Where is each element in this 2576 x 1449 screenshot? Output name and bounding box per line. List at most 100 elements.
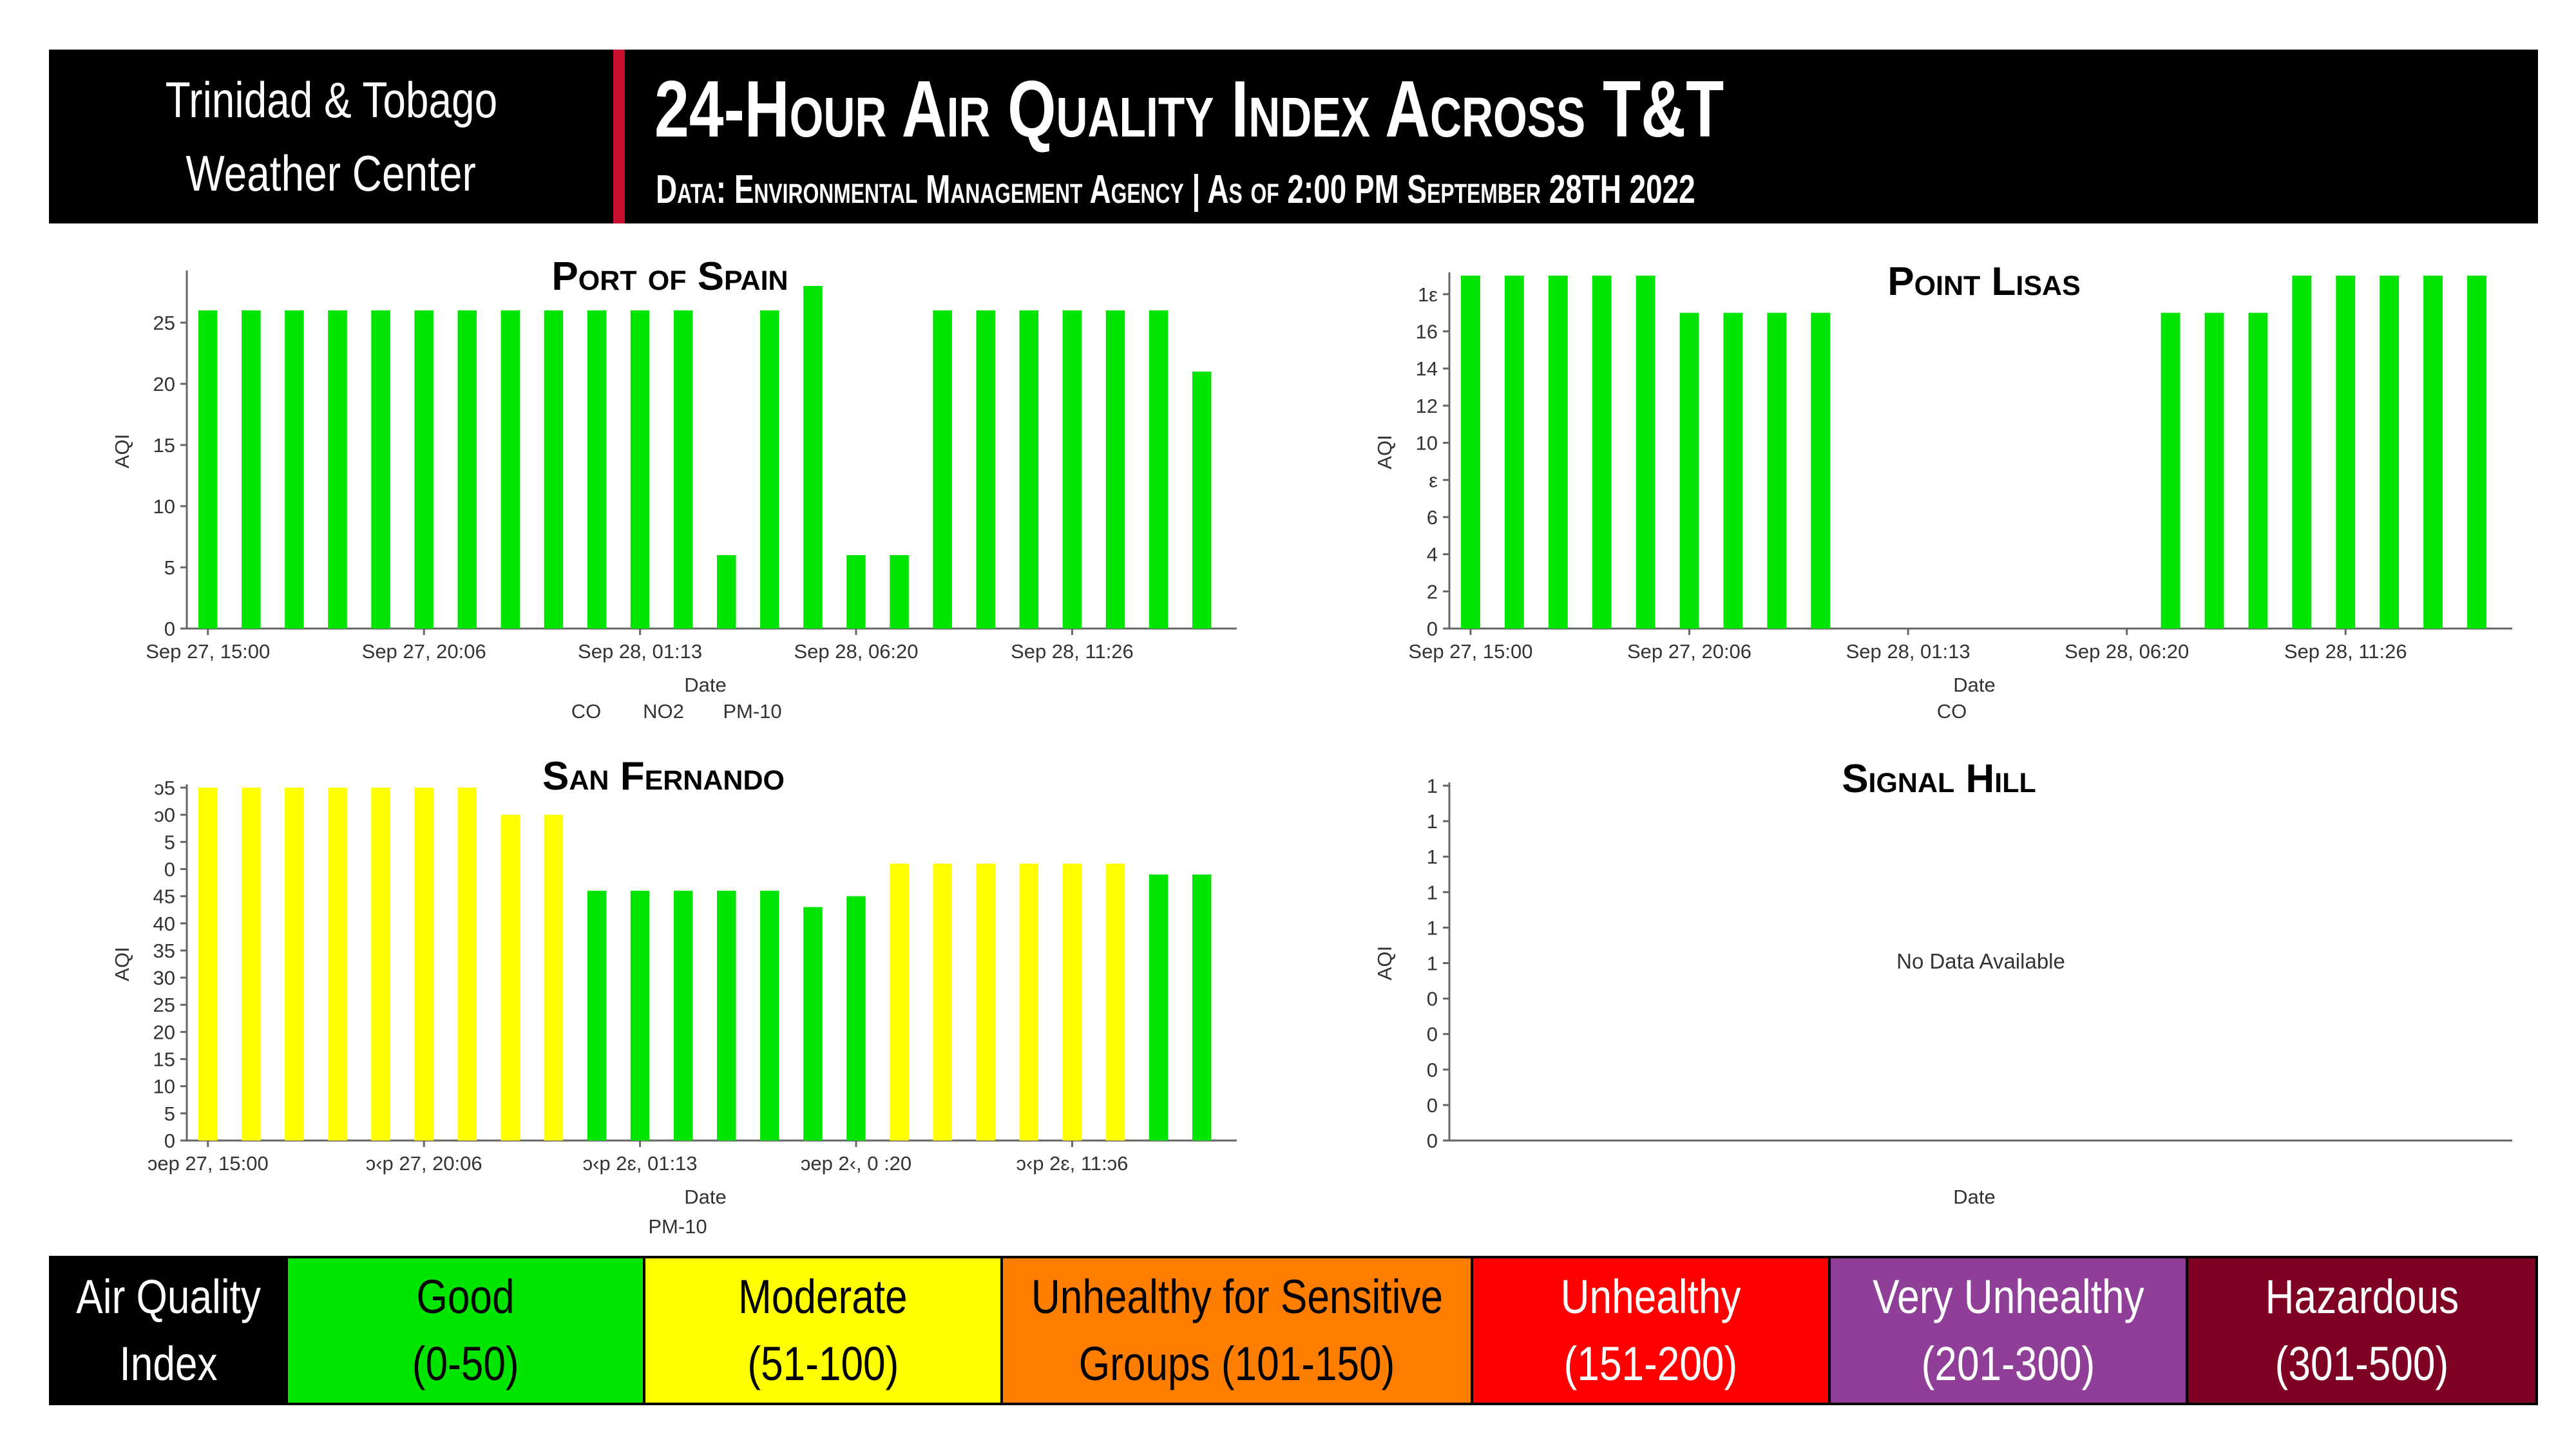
bar	[1019, 310, 1039, 629]
x-tick-label: Sep 28, 01:13	[578, 640, 702, 663]
chart-san-fernando: San Fernando 0 5 10 15 20 25 30 35 40 45 0 5 ɔ0 ɔ5 AQI D…	[0, 753, 1288, 1249]
bar	[371, 310, 390, 629]
header-banner: Trinidad & Tobago Weather Center 24-Hour…	[49, 50, 2538, 223]
bar	[630, 310, 650, 629]
legend-entry-pm-10: PM-10	[648, 1215, 707, 1238]
bar	[846, 555, 866, 629]
y-tick-label: 0	[164, 618, 175, 640]
bar	[1504, 276, 1524, 629]
aqi-category-range: (301-500)	[2275, 1337, 2449, 1390]
x-tick-label: Sep 28, 06:20	[2065, 640, 2189, 663]
y-tick-label: 20	[153, 1021, 175, 1043]
y-tick-label: ε	[1429, 469, 1438, 491]
y-tick-label: 25	[153, 312, 175, 334]
x-tick-label: Sep 28, 11:26	[1011, 640, 1134, 663]
bar	[1548, 276, 1568, 629]
x-axis-label: Date	[1953, 1186, 1995, 1208]
bar	[1149, 874, 1169, 1141]
aqi-category-hazardous: Hazardous (301-500)	[2188, 1258, 2535, 1403]
y-tick-label: 20	[153, 373, 175, 395]
bar	[760, 310, 779, 629]
y-tick-label: 1	[1427, 775, 1438, 797]
y-axis-label: AQI	[111, 947, 133, 981]
bar	[717, 891, 736, 1141]
bar	[587, 310, 607, 629]
bar	[803, 907, 823, 1141]
y-tick-label: 1	[1427, 916, 1438, 939]
bar	[285, 310, 304, 629]
bar	[1105, 864, 1125, 1141]
x-tick-label: ɔ‹p 27, 20:06	[366, 1152, 482, 1175]
chart-svg: Point Lisas 0 2 4 6 ε 10 12 14 16 1ε AQI Date Sep 27,…	[1373, 260, 2512, 723]
bar	[2336, 276, 2356, 629]
y-tick-label: 0	[1427, 1059, 1438, 1081]
y-tick-label: 10	[153, 495, 175, 518]
bar	[501, 815, 520, 1141]
y-axis-label: AQI	[1373, 946, 1396, 980]
bar	[544, 815, 564, 1141]
bar	[1062, 864, 1082, 1141]
bar	[846, 896, 866, 1141]
legend-entry-no2: NO2	[643, 700, 684, 723]
aqi-category-unhealthy: Unhealthy (151-200)	[1473, 1258, 1831, 1403]
aqi-category-range: (201-300)	[1921, 1337, 2095, 1390]
y-axis-label: AQI	[1373, 435, 1396, 469]
bar	[328, 310, 347, 629]
aqi-legend: Air Quality Index Good (0-50) Moderate (…	[49, 1256, 2538, 1405]
y-tick-label: 5	[164, 556, 175, 579]
y-tick-label: 10	[153, 1075, 175, 1098]
aqi-category-range: Groups (101-150)	[1078, 1337, 1395, 1390]
bar	[673, 891, 693, 1141]
y-tick-label: 1	[1427, 952, 1438, 975]
y-tick-label: 6	[1427, 506, 1438, 529]
chart-point-lisas: Point Lisas 0 2 4 6 ε 10 12 14 16 1ε AQI Date Sep 27,…	[1288, 245, 2576, 741]
x-axis-label: Date	[684, 1186, 726, 1208]
chart-title: Port of Spain	[551, 254, 788, 299]
y-tick-label: 0	[164, 1130, 175, 1152]
chart-svg: Port of Spain 0 5 10 15 20 25 AQI Date Sep 27, 15…	[111, 254, 1237, 723]
y-tick-label: 2	[1427, 580, 1438, 603]
bar	[457, 788, 477, 1141]
aqi-legend-label-line1: Air Quality	[76, 1270, 261, 1323]
bar	[1723, 312, 1743, 629]
bar	[242, 310, 261, 629]
aqi-category-name: Unhealthy	[1560, 1270, 1741, 1323]
bar	[587, 891, 607, 1141]
bar	[1636, 276, 1655, 629]
y-tick-label: 15	[153, 1048, 175, 1071]
bar	[242, 788, 261, 1141]
y-tick-label: 12	[1416, 395, 1438, 417]
y-tick-label: 4	[1427, 544, 1438, 566]
aqi-category-name: Moderate	[738, 1270, 908, 1323]
chart-svg: Signal Hill 0 0 0 0 0 1 1 1 1 1 1 AQI Date No Data Ava…	[1373, 757, 2512, 1208]
no-data-message: No Data Available	[1896, 949, 2065, 973]
y-tick-label: 15	[153, 434, 175, 457]
y-axis-label: AQI	[111, 434, 133, 468]
x-tick-label: ɔep 2‹, 0 :20	[801, 1152, 911, 1175]
org-name: Trinidad & Tobago Weather Center	[49, 50, 613, 223]
bar	[2423, 276, 2443, 629]
x-tick-label: Sep 28, 06:20	[794, 640, 918, 663]
bar	[717, 555, 736, 629]
bar	[1811, 312, 1831, 629]
y-tick-label: 40	[153, 913, 175, 935]
y-tick-label: 0	[1427, 618, 1438, 640]
bar	[414, 310, 434, 629]
chart-title: San Fernando	[542, 754, 785, 799]
y-tick-label: 45	[153, 886, 175, 908]
bar	[2204, 312, 2224, 629]
y-tick-label: 25	[153, 994, 175, 1016]
chart-signal-hill: Signal Hill 0 0 0 0 0 1 1 1 1 1 1 AQI Date No Data Ava…	[1288, 753, 2576, 1249]
x-tick-label: Sep 27, 15:00	[146, 640, 270, 663]
bar	[803, 286, 823, 629]
y-tick-label: 0	[164, 858, 175, 880]
header-divider	[613, 50, 625, 223]
y-tick-label: 0	[1427, 988, 1438, 1010]
bar	[2248, 312, 2268, 629]
bar	[673, 310, 693, 629]
aqi-category-name: Unhealthy for Sensitive	[1031, 1270, 1443, 1323]
y-tick-label: 0	[1427, 1094, 1438, 1117]
y-tick-label: 14	[1416, 357, 1438, 380]
x-tick-label: ɔep 27, 15:00	[148, 1152, 269, 1175]
chart-svg: San Fernando 0 5 10 15 20 25 30 35 40 45 0 5 ɔ0 ɔ5 AQI D…	[111, 754, 1237, 1238]
